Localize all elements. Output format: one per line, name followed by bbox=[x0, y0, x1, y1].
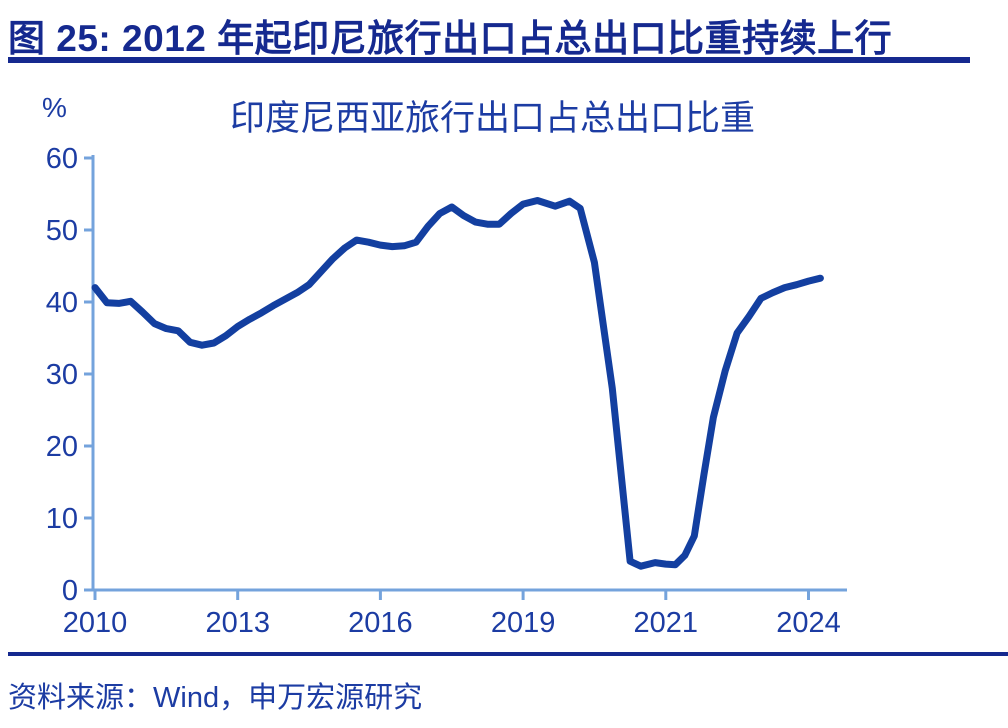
x-tick-label: 2021 bbox=[634, 607, 699, 639]
y-tick-label: 30 bbox=[46, 359, 78, 391]
x-tick-label: 2016 bbox=[348, 607, 413, 639]
y-tick-label: 40 bbox=[46, 287, 78, 319]
footer-rule bbox=[8, 652, 1008, 656]
x-tick-label: 2013 bbox=[205, 607, 270, 639]
source-note: 资料来源：Wind，申万宏源研究 bbox=[8, 682, 423, 714]
x-tick-label: 2024 bbox=[776, 607, 841, 639]
y-tick-label: 50 bbox=[46, 215, 78, 247]
y-tick-label: 10 bbox=[46, 503, 78, 535]
y-tick-label: 0 bbox=[62, 575, 78, 607]
line-chart: 0 10 20 30 40 50 60 2010 2013 2016 2019 2021 2024 bbox=[46, 143, 847, 639]
x-tick-label: 2010 bbox=[63, 607, 128, 639]
header-rule bbox=[8, 57, 970, 63]
x-tick-label: 2019 bbox=[491, 607, 556, 639]
y-axis-unit-label: % bbox=[42, 92, 67, 123]
chart-title: 印度尼西亚旅行出口占总出口比重 bbox=[229, 99, 755, 138]
y-tick-label: 60 bbox=[46, 143, 78, 175]
y-tick-label: 20 bbox=[46, 431, 78, 463]
figure-heading: 图 25: 2012 年起印尼旅行出口占总出口比重持续上行 bbox=[8, 18, 893, 59]
data-series-line bbox=[91, 197, 824, 570]
